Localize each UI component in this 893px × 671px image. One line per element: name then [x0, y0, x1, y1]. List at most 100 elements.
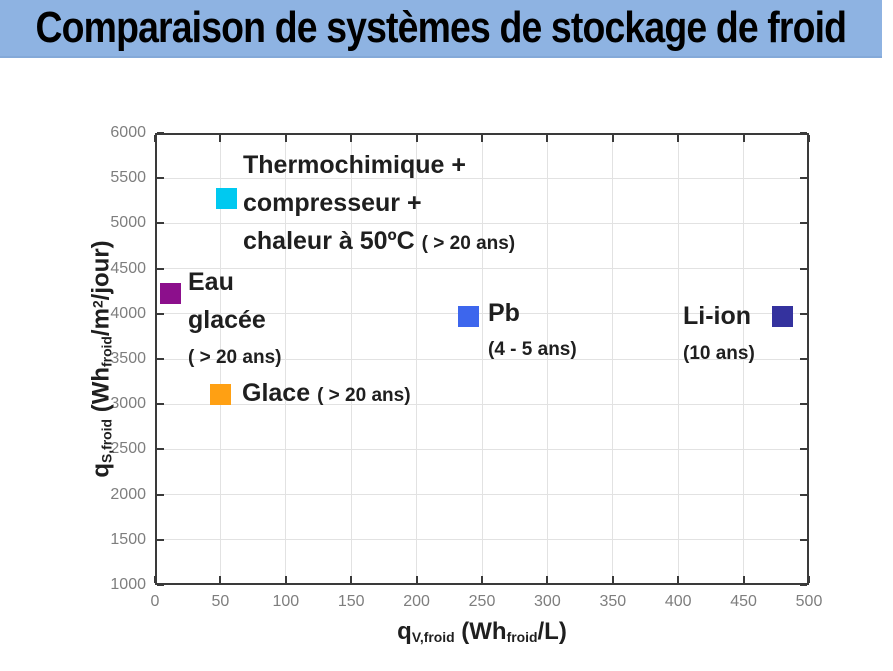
y-tick-label: 4000 — [110, 304, 146, 322]
x-tick-mark — [808, 135, 810, 142]
point-label-line: compresseur + — [243, 186, 515, 224]
x-tick-mark — [219, 576, 222, 583]
x-tick-mark — [481, 135, 483, 142]
point-thermochimique-marker — [216, 187, 238, 209]
y-tick-mark — [800, 312, 807, 315]
x-tick-mark — [546, 135, 549, 142]
y-tick-label: 2500 — [110, 440, 146, 458]
y-tick-mark — [800, 448, 807, 451]
y-tick-mark — [800, 538, 807, 541]
page-title: Comparaison de systèmes de stockage de f… — [35, 3, 847, 52]
y-tick-mark — [157, 584, 164, 586]
point-label-line: (10 ans) — [683, 337, 755, 372]
y-tick-mark — [157, 493, 164, 496]
y-tick-mark — [800, 177, 807, 180]
x-tick-mark — [415, 576, 418, 583]
point-label-text: glacée — [188, 306, 266, 334]
point-thermochimique-label: Thermochimique + compresseur + chaleur à 5… — [243, 148, 515, 262]
y-tick-label: 5500 — [110, 169, 146, 187]
gridline-horizontal — [155, 539, 809, 541]
point-label-text: Glace — [242, 379, 318, 407]
point-label-line: Thermochimique + — [243, 148, 515, 186]
x-tick-label: 300 — [534, 593, 561, 610]
x-tick-label: 50 — [211, 593, 230, 610]
x-tick-mark — [350, 135, 353, 142]
y-tick-label: 3500 — [110, 350, 146, 367]
point-label-line: Glace ( > 20 ans) — [242, 377, 411, 413]
point-label-text: ( > 20 ans) — [317, 385, 411, 406]
x-tick-label: 0 — [150, 593, 160, 610]
axis-label-segment: q — [397, 618, 412, 645]
y-tick-label: 4500 — [110, 259, 146, 277]
y-tick-mark — [800, 267, 807, 270]
x-tick-label: 200 — [403, 593, 430, 610]
point-label-line: chaleur à 50ºC ( > 20 ans) — [243, 224, 515, 262]
y-tick-label: 1000 — [110, 576, 146, 593]
axis-label-segment: /jour) — [88, 240, 116, 301]
point-label-text: (4 - 5 ans) — [488, 339, 577, 360]
y-tick-mark — [157, 132, 164, 134]
x-tick-label: 400 — [664, 593, 692, 610]
x-tick-mark — [611, 135, 614, 142]
axis-label-segment: S,froid — [99, 418, 116, 464]
point-glace-marker — [209, 383, 231, 405]
x-tick-label: 100 — [272, 593, 300, 610]
point-label-text: Pb — [488, 299, 520, 327]
point-label-text: chaleur à 50ºC — [243, 227, 422, 255]
point-label-line: glacée — [188, 303, 281, 341]
gridline-horizontal — [155, 494, 809, 496]
y-tick-mark — [800, 584, 807, 586]
x-tick-mark — [481, 576, 483, 583]
y-tick-mark — [157, 177, 164, 180]
y-tick-label: 5000 — [110, 214, 146, 232]
x-tick-label: 500 — [795, 593, 823, 610]
y-tick-mark — [157, 312, 164, 315]
point-pb-marker — [458, 306, 480, 327]
gridline-horizontal — [155, 448, 809, 450]
axis-label-segment: (Wh — [454, 618, 507, 645]
x-tick-mark — [742, 135, 745, 142]
point-label-line: Eau — [188, 265, 281, 303]
y-axis-title-text: qS,froid (Whfroid/m2/jour) — [88, 240, 116, 477]
y-tick-mark — [800, 358, 807, 360]
x-tick-mark — [546, 576, 549, 583]
point-label-text: compresseur + — [243, 189, 422, 217]
axis-label-segment: q — [88, 463, 116, 478]
point-label-text: (10 ans) — [683, 343, 755, 364]
point-pb-label: Pb (4 - 5 ans) — [488, 297, 577, 367]
gridline-horizontal — [155, 268, 809, 270]
y-tick-mark — [800, 132, 807, 134]
x-tick-label: 250 — [468, 593, 496, 610]
y-tick-mark — [157, 538, 164, 541]
title-bar: Comparaison de systèmes de stockage de f… — [0, 0, 882, 58]
point-label-text: ( > 20 ans) — [421, 233, 516, 254]
x-tick-mark — [677, 135, 680, 142]
x-tick-mark — [219, 135, 222, 142]
axis-label-segment: V,froid — [411, 629, 455, 646]
axis-label-segment: 2 — [89, 300, 106, 309]
x-tick-mark — [415, 135, 418, 142]
x-axis-title: qV,froid (Whfroid/L) — [155, 618, 809, 646]
point-label-text: Thermochimique + — [243, 151, 466, 179]
point-label-text: ( > 20 ans) — [188, 347, 282, 368]
y-axis-title: qS,froid (Whfroid/m2/jour) — [76, 133, 128, 585]
point-eau-glacee-marker — [160, 282, 182, 304]
x-tick-mark — [808, 576, 810, 583]
gridline-horizontal — [155, 358, 809, 360]
point-label-line: (4 - 5 ans) — [488, 333, 577, 367]
point-label-text: Eau — [188, 268, 234, 296]
axis-label-segment: /m — [88, 308, 116, 337]
x-tick-mark — [350, 576, 353, 583]
point-li-ion-label: Li-ion (10 ans) — [683, 299, 755, 372]
axis-label-segment: froid — [99, 336, 116, 367]
y-tick-mark — [800, 403, 807, 406]
point-eau-glacee-label: Eau glacée ( > 20 ans) — [188, 265, 281, 376]
axis-label-segment: (Wh — [88, 366, 116, 419]
x-tick-mark — [611, 576, 614, 583]
point-li-ion-marker — [772, 306, 794, 327]
axis-label-segment: /L) — [537, 618, 567, 645]
x-tick-mark — [677, 576, 680, 583]
x-tick-label: 150 — [337, 593, 365, 610]
x-tick-label: 450 — [730, 593, 757, 610]
